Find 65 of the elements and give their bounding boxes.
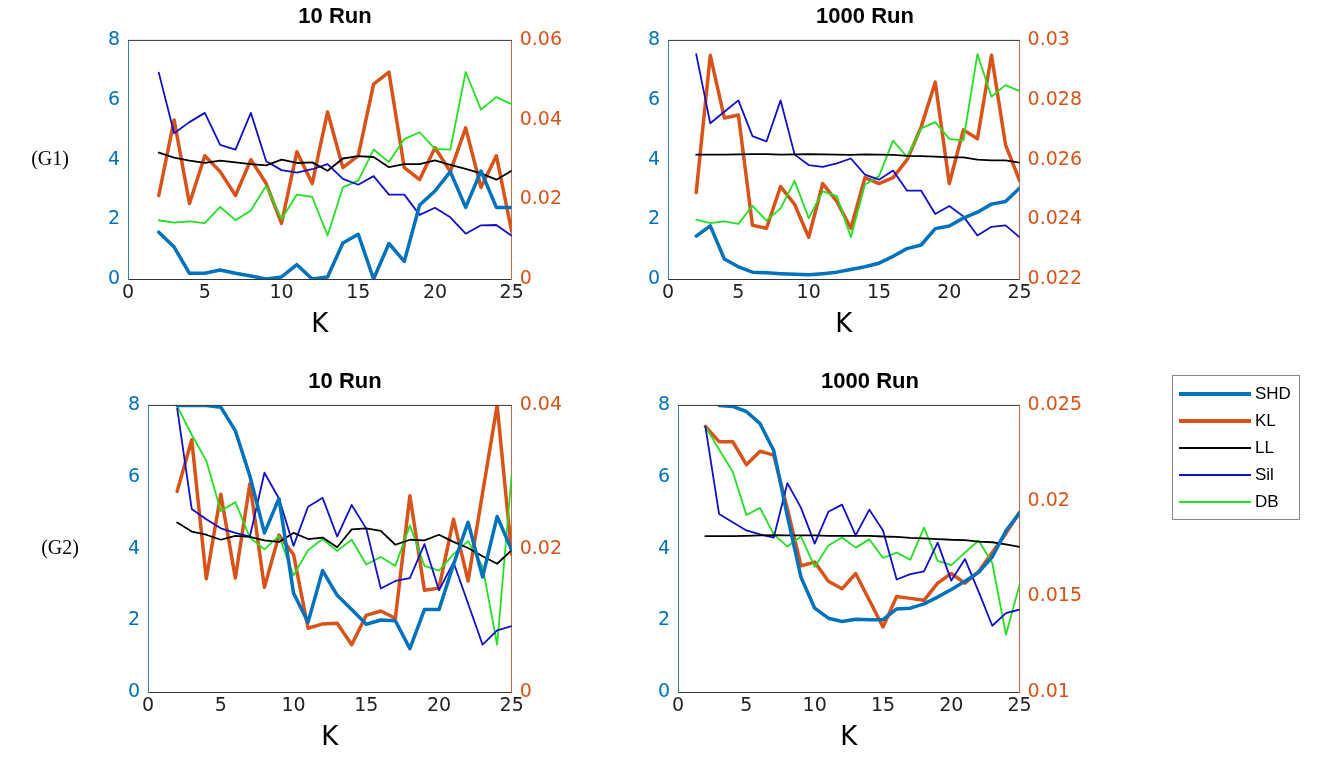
chart-title: 1000 Run (821, 368, 919, 394)
chart-title: 10 Run (298, 3, 372, 29)
y2-tick-label: 0.02 (519, 535, 563, 558)
legend-label: DB (1255, 491, 1279, 512)
y2-tick-label: 0.028 (1027, 86, 1083, 109)
x-tick-label: 15 (354, 693, 379, 716)
y-tick-label: 6 (657, 463, 671, 486)
x-tick-label: 10 (802, 693, 827, 716)
x-tick-label: 5 (214, 693, 227, 716)
y-tick-label: 8 (647, 27, 661, 50)
y2-tick-label: 0.02 (1027, 487, 1070, 510)
x-axis-title: K (311, 308, 330, 339)
legend-label: KL (1255, 410, 1276, 431)
x-tick-label: 5 (198, 280, 211, 303)
x-tick-label: 5 (732, 280, 745, 303)
y-tick-label: 6 (647, 86, 661, 109)
y-tick-label: 2 (657, 607, 671, 630)
text: (G2) (41, 535, 79, 559)
y-tick-label: 2 (647, 206, 661, 229)
y-tick-label: 8 (657, 392, 671, 415)
x-tick-label: 0 (672, 693, 685, 716)
x-tick-label: 15 (866, 280, 892, 303)
y2-tick-label: 0.06 (519, 27, 563, 50)
x-axis-title: K (835, 308, 854, 339)
legend-label: LL (1255, 437, 1274, 458)
y-tick-label: 2 (107, 206, 121, 229)
y2-tick-label: 0.04 (519, 392, 563, 415)
x-axis-title: K (321, 721, 340, 752)
x-tick-label: 15 (870, 693, 896, 716)
y-tick-label: 0 (127, 678, 141, 701)
y-tick-label: 4 (127, 535, 141, 558)
y-tick-label: 0 (647, 265, 661, 288)
x-tick-label: 10 (796, 280, 821, 303)
y-tick-label: 4 (107, 146, 121, 169)
x-tick-label: 20 (422, 280, 448, 303)
x-tick-label: 15 (346, 280, 371, 303)
y2-tick-label: 0.025 (1027, 392, 1083, 415)
chart-title: 1000 Run (816, 3, 914, 29)
x-tick-label: 20 (937, 280, 962, 303)
x-tick-label: 0 (142, 693, 155, 716)
y-tick-label: 2 (127, 607, 141, 630)
legend-label: Sil (1255, 464, 1274, 485)
x-tick-label: 5 (740, 693, 753, 716)
y-tick-label: 0 (657, 678, 671, 701)
x-tick-label: 20 (939, 693, 964, 716)
y2-tick-label: 0.04 (519, 106, 563, 129)
y2-tick-label: 0.015 (1027, 583, 1083, 606)
y-tick-label: 4 (647, 146, 661, 169)
y2-tick-label: 0.02 (519, 186, 563, 209)
y-tick-label: 8 (127, 392, 141, 415)
y2-tick-label: 0.024 (1027, 206, 1083, 229)
x-tick-label: 20 (426, 693, 452, 716)
y-tick-label: 8 (107, 27, 121, 50)
x-tick-label: 10 (269, 280, 294, 303)
chart-title: 10 Run (308, 368, 382, 394)
y-tick-label: 4 (657, 535, 671, 558)
y2-tick-label: 0.026 (1027, 146, 1083, 169)
x-tick-label: 10 (281, 693, 306, 716)
legend-label: SHD (1255, 383, 1291, 404)
y-tick-label: 6 (107, 86, 121, 109)
y2-tick-label: 0.03 (1027, 27, 1070, 50)
text: (G1) (31, 146, 69, 170)
y-tick-label: 0 (107, 265, 121, 288)
x-axis-title: K (840, 721, 859, 752)
y-tick-label: 6 (127, 463, 141, 486)
